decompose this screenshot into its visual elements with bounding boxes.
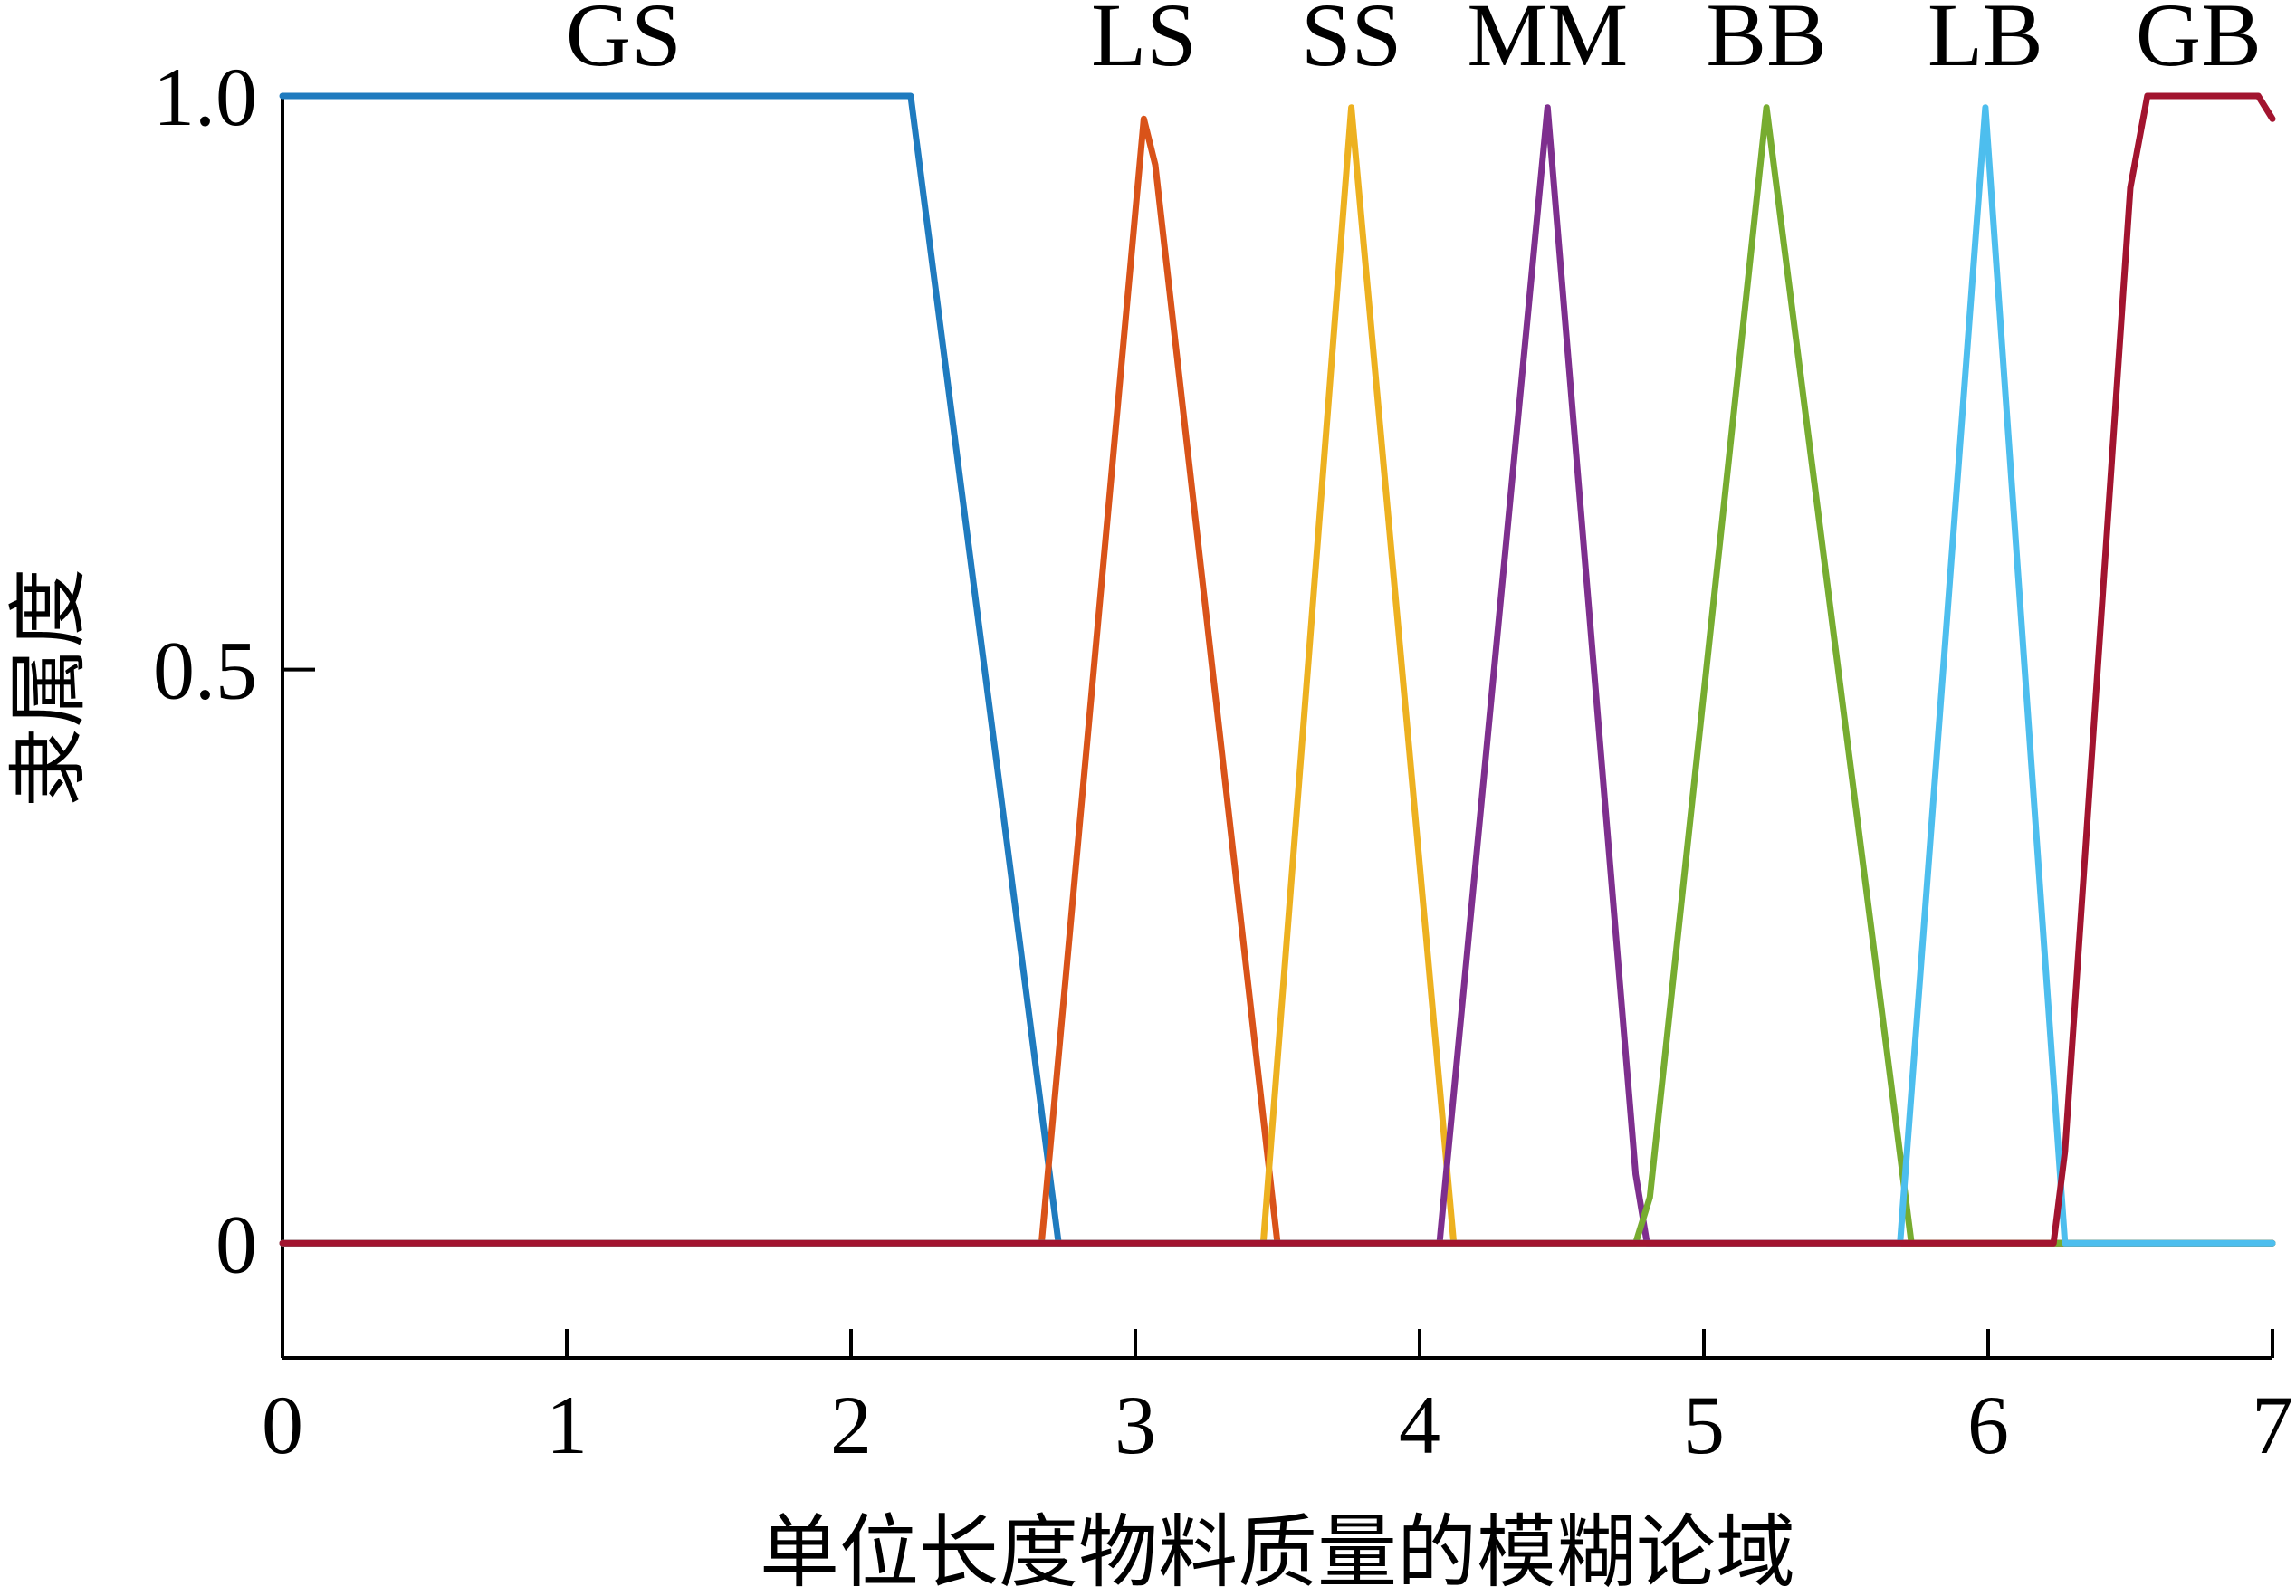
series-label-ls: LS <box>1091 0 1197 85</box>
x-tick-label: 1 <box>546 1379 588 1471</box>
series-labels: GS LS SS MM BB LB GB <box>566 0 2262 85</box>
y-tick-label: 0 <box>215 1198 257 1290</box>
x-tick-label: 3 <box>1115 1379 1156 1471</box>
axes <box>281 96 2272 1360</box>
series-label-ss: SS <box>1301 0 1402 85</box>
series-label-mm: MM <box>1467 0 1628 85</box>
series-label-lb: LB <box>1928 0 2043 85</box>
y-axis-label: 隶属度 <box>2 569 95 808</box>
y-tick-label: 1.0 <box>153 51 257 143</box>
x-tick-label: 4 <box>1399 1379 1440 1471</box>
x-tick-label: 0 <box>262 1379 303 1471</box>
x-tick-label: 5 <box>1683 1379 1725 1471</box>
x-tick-label: 6 <box>1967 1379 2009 1471</box>
series-label-gb: GB <box>2136 0 2262 85</box>
x-tick-label: 2 <box>830 1379 872 1471</box>
tick-labels: 0 1 2 3 4 5 6 7 0 0.5 1.0 <box>153 51 2293 1471</box>
y-tick-label: 0.5 <box>153 625 257 717</box>
series-label-gs: GS <box>566 0 682 85</box>
series-lines <box>279 92 2276 1247</box>
x-axis-label: 单位长度物料质量的模糊论域 <box>760 1505 1795 1596</box>
x-tick-label: 7 <box>2252 1379 2293 1471</box>
series-line-gb <box>279 92 2276 1247</box>
series-label-bb: BB <box>1706 0 1826 85</box>
